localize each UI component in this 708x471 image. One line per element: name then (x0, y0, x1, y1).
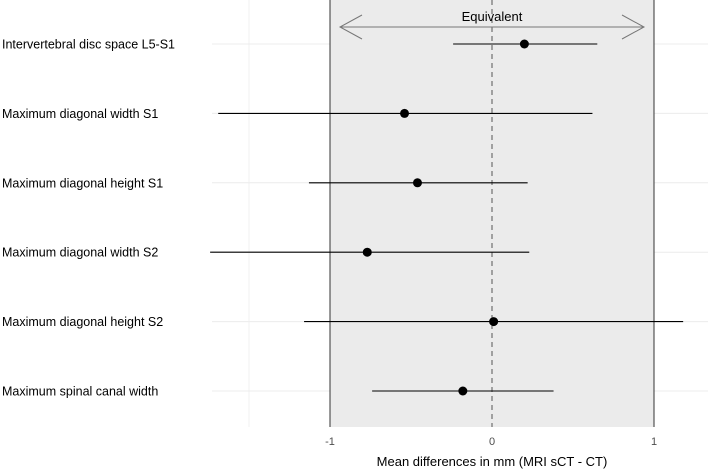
equivalence-bounds (329, 0, 655, 427)
mean-point (400, 108, 410, 118)
arrow-head-right (621, 14, 646, 40)
category-label: Intervertebral disc space L5-S1 (2, 38, 175, 52)
category-label: Maximum spinal canal width (2, 385, 158, 399)
equivalence-label: Equivalent (462, 9, 523, 24)
arrow-head-left (338, 14, 363, 40)
mean-point (519, 39, 529, 49)
mean-point (458, 386, 468, 396)
data-marks (210, 39, 684, 396)
category-label: Maximum diagonal height S1 (2, 176, 163, 190)
x-tick-label: -1 (325, 436, 335, 448)
category-label: Maximum diagonal width S1 (2, 107, 158, 121)
x-tick-label: 1 (651, 436, 657, 448)
mean-point (412, 178, 422, 188)
x-axis-title: Mean differences in mm (MRI sCT - CT) (377, 454, 608, 469)
equivalence-arrow (338, 14, 646, 40)
x-tick-label: 0 (489, 436, 495, 448)
category-label: Maximum diagonal height S2 (2, 315, 163, 329)
category-label: Maximum diagonal width S2 (2, 246, 158, 260)
mean-point (489, 317, 499, 327)
mean-point (362, 247, 372, 257)
x-tick-labels: -1 0 1 (325, 436, 657, 448)
category-labels: Intervertebral disc space L5-S1 Maximum d… (2, 38, 175, 399)
